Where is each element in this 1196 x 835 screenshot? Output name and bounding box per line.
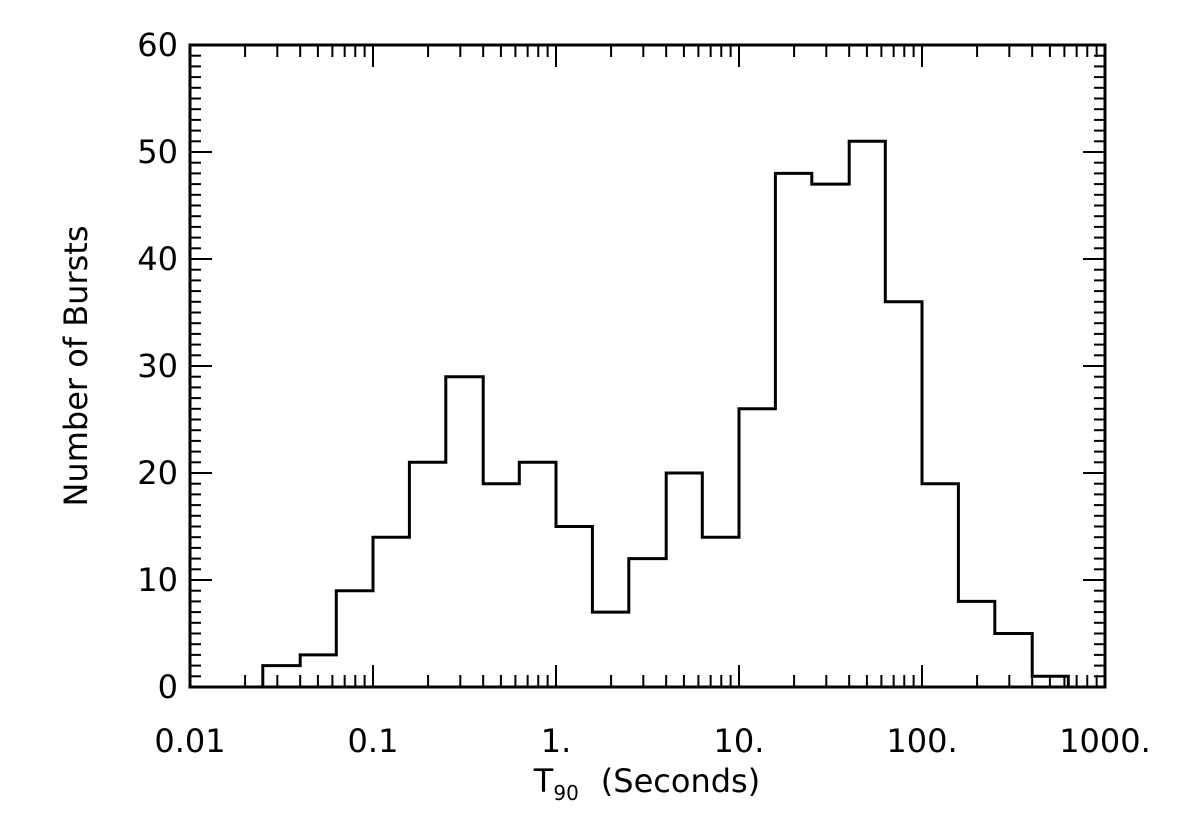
x-tick-label: 100. — [886, 722, 957, 760]
x-tick-marks — [189, 45, 1098, 687]
x-axis-title-main: T — [533, 762, 554, 800]
x-tick-label: 10. — [714, 722, 765, 760]
x-axis-title-unit: (Seconds) — [601, 762, 760, 800]
x-tick-label: 0.1 — [348, 722, 399, 760]
y-tick-label: 50 — [137, 133, 178, 171]
x-tick-label: 1000. — [1059, 722, 1151, 760]
y-tick-label: 30 — [137, 347, 178, 385]
x-tick-labels: 0.01 0.1 1. 10. 100. 1000. — [154, 722, 1150, 760]
y-tick-label: 20 — [137, 454, 178, 492]
y-tick-label: 10 — [137, 561, 178, 599]
x-tick-label: 1. — [541, 722, 572, 760]
x-axis-title-subscript: 90 — [553, 781, 578, 805]
histogram-outline — [261, 139, 1070, 687]
y-tick-label: 60 — [137, 26, 178, 64]
y-axis-title: Number of Bursts — [57, 225, 95, 506]
y-tick-labels: 0 10 20 30 40 50 60 — [137, 26, 178, 706]
x-axis-title: T90 (Seconds) — [533, 762, 760, 805]
y-tick-label: 0 — [158, 668, 178, 706]
plot-frame — [188, 43, 1107, 689]
x-tick-label: 0.01 — [154, 722, 225, 760]
y-tick-label: 40 — [137, 240, 178, 278]
y-tick-marks — [190, 44, 1105, 688]
